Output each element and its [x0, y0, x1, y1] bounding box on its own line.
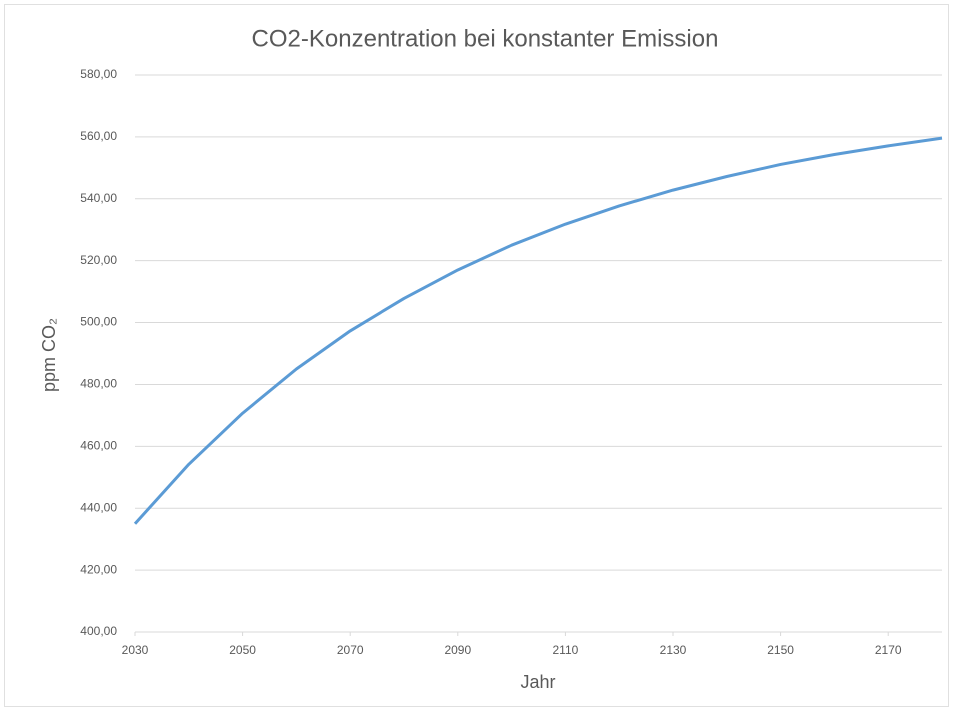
chart-frame — [4, 4, 949, 707]
y-tick-label: 420,00 — [80, 562, 117, 576]
y-tick-label: 460,00 — [80, 439, 117, 453]
chart-title: CO2-Konzentration bei konstanter Emissio… — [252, 25, 719, 52]
x-tick-label: 2130 — [660, 643, 687, 657]
y-tick-label: 560,00 — [80, 129, 117, 143]
y-axis-label: ppm CO₂ — [39, 318, 59, 392]
y-tick-label: 520,00 — [80, 253, 117, 267]
y-tick-label: 440,00 — [80, 500, 117, 514]
x-tick-label: 2150 — [767, 643, 794, 657]
y-tick-label: 480,00 — [80, 377, 117, 391]
data-line — [133, 136, 943, 525]
y-tick-label: 580,00 — [80, 67, 117, 81]
x-tick-label: 2050 — [229, 643, 256, 657]
y-tick-label: 540,00 — [80, 191, 117, 205]
x-tick-label: 2070 — [337, 643, 364, 657]
y-tick-label: 400,00 — [80, 624, 117, 638]
x-tick-label: 2030 — [122, 643, 149, 657]
y-tick-label: 500,00 — [80, 315, 117, 329]
x-axis-label: Jahr — [520, 672, 555, 692]
x-tick-label: 2090 — [444, 643, 471, 657]
x-tick-label: 2170 — [875, 643, 902, 657]
x-tick-label: 2110 — [552, 643, 578, 657]
